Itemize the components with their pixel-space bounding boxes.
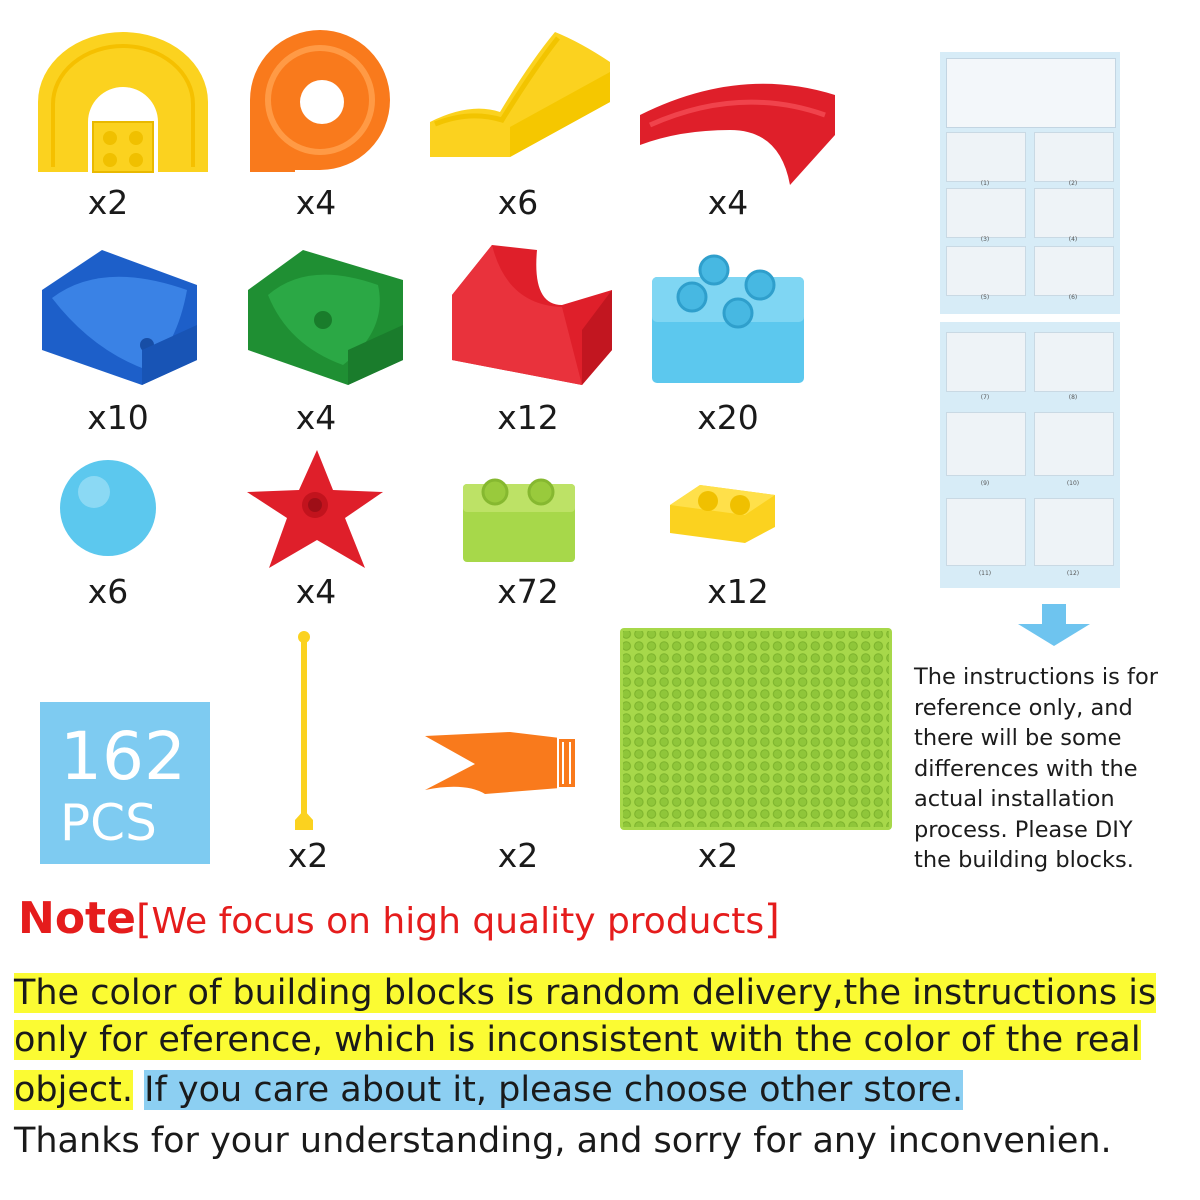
- manual-caption: (5): [980, 294, 990, 301]
- blue-funnel-block-image: [42, 250, 197, 385]
- instructions-note: The instructions is for reference only, …: [914, 664, 1158, 873]
- manual-caption: (7): [980, 394, 990, 401]
- part-qty: x2: [287, 836, 329, 875]
- orange-spiral-track-image: [250, 30, 390, 172]
- notice-text: The color of building blocks is random d…: [14, 973, 1157, 1013]
- total-pieces-badge: 162 PCS: [40, 702, 210, 864]
- instruction-manual-page-1: (1) (2) (3) (4) (5) (6): [940, 52, 1120, 314]
- notice-text: object.: [14, 1070, 133, 1110]
- part-qty: x2: [697, 836, 739, 875]
- manual-caption: (4): [1068, 236, 1078, 243]
- orange-lever-image: [425, 732, 577, 794]
- blue-ball-image: [58, 458, 158, 558]
- notice-text: Thanks for your understanding, and sorry…: [14, 1121, 1112, 1161]
- yellow-pole-image: [292, 630, 316, 830]
- manual-caption: (8): [1068, 394, 1078, 401]
- notice-line-2: only for eference, which is inconsistent…: [14, 1019, 1141, 1061]
- yellow-arch-track-image: [38, 32, 208, 173]
- yellow-1x2-flat-brick-image: [670, 485, 775, 543]
- note-heading: Note[We focus on high quality products]: [18, 893, 780, 944]
- part-qty: x4: [295, 398, 337, 437]
- note-bracket-open: [: [135, 897, 152, 943]
- part-qty: x12: [707, 572, 769, 611]
- part-qty: x2: [87, 183, 129, 222]
- badge-unit: PCS: [60, 794, 157, 852]
- note-label: Note: [18, 893, 136, 944]
- part-qty: x6: [497, 183, 539, 222]
- green-1x2-brick-image: [463, 470, 575, 562]
- badge-count: 162: [60, 718, 186, 795]
- part-qty: x6: [87, 572, 129, 611]
- manual-caption: (9): [980, 480, 990, 487]
- part-qty: x20: [697, 398, 759, 437]
- part-qty: x72: [497, 572, 559, 611]
- notice-text-blue: If you care about it, please choose othe…: [144, 1070, 964, 1110]
- note-headline: We focus on high quality products: [151, 901, 765, 942]
- part-qty: x4: [295, 572, 337, 611]
- notice-text: only for eference, which is inconsistent…: [14, 1020, 1141, 1060]
- part-qty: x4: [295, 183, 337, 222]
- part-qty: x12: [497, 398, 559, 437]
- down-arrow-icon: [1018, 604, 1090, 646]
- yellow-slide-track-image: [430, 32, 610, 157]
- green-funnel-block-image: [248, 250, 403, 385]
- manual-caption: (1): [980, 180, 990, 187]
- note-bracket-close: ]: [764, 897, 780, 943]
- manual-caption: (11): [978, 570, 992, 577]
- red-curve-track-image: [640, 75, 835, 185]
- manual-caption: (2): [1068, 180, 1078, 187]
- part-qty: x10: [87, 398, 149, 437]
- blue-2x2-brick-image: [652, 254, 804, 383]
- part-qty: x2: [497, 836, 539, 875]
- red-flower-piece-image: [245, 450, 385, 570]
- manual-caption: (12): [1066, 570, 1080, 577]
- manual-caption: (6): [1068, 294, 1078, 301]
- manual-caption: (10): [1066, 480, 1080, 487]
- notice-line-1: The color of building blocks is random d…: [14, 972, 1157, 1014]
- instruction-manual-page-2: (7) (8) (9) (10) (11) (12): [940, 322, 1120, 588]
- manual-caption: (3): [980, 236, 990, 243]
- notice-line-3: object. If you care about it, please cho…: [14, 1069, 964, 1111]
- green-base-plate-image: [620, 628, 892, 830]
- notice-line-4: Thanks for your understanding, and sorry…: [14, 1120, 1112, 1162]
- red-channel-block-image: [452, 245, 612, 385]
- part-qty: x4: [707, 183, 749, 222]
